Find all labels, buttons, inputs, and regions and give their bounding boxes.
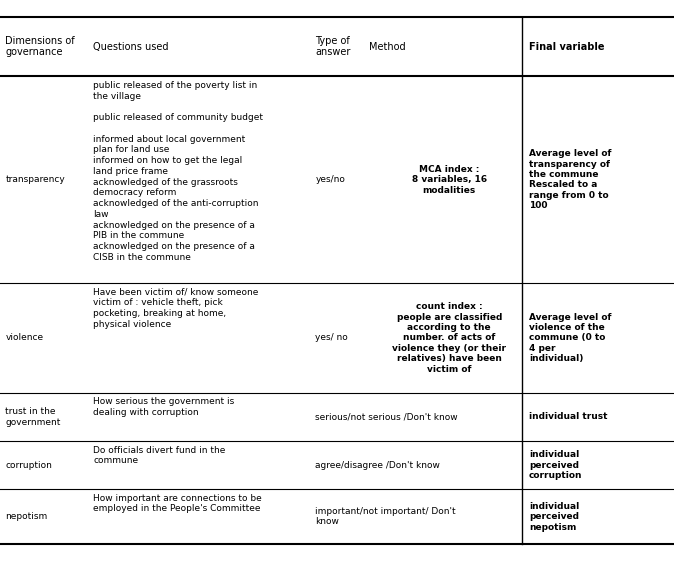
Text: important/not important/ Don't
know: important/not important/ Don't know [315,507,456,526]
Text: How serious the government is
dealing with corruption: How serious the government is dealing wi… [93,397,235,417]
Text: yes/no: yes/no [315,175,345,184]
Text: Have been victim of/ know someone
victim of : vehicle theft, pick
pocketing, bre: Have been victim of/ know someone victim… [93,287,258,329]
Text: nepotism: nepotism [5,512,48,521]
Text: Method: Method [369,42,406,52]
Text: yes/ no: yes/ no [315,333,348,342]
Text: individual
perceived
nepotism: individual perceived nepotism [529,502,580,532]
Text: serious/not serious /Don't know: serious/not serious /Don't know [315,412,458,421]
Text: violence: violence [5,333,44,342]
Text: Average level of
violence of the
commune (0 to
4 per
individual): Average level of violence of the commune… [529,312,611,364]
Text: individual
perceived
corruption: individual perceived corruption [529,450,582,480]
Text: Questions used: Questions used [93,42,168,52]
Text: count index :
people are classified
according to the
number. of acts of
violence: count index : people are classified acco… [392,302,506,374]
Text: Final variable: Final variable [529,42,605,52]
Text: trust in the
government: trust in the government [5,407,61,427]
Text: Do officials divert fund in the
commune: Do officials divert fund in the commune [93,445,225,465]
Text: transparency: transparency [5,175,65,184]
Text: MCA index :
8 variables, 16
modalities: MCA index : 8 variables, 16 modalities [412,165,487,195]
Text: agree/disagree /Don't know: agree/disagree /Don't know [315,461,440,470]
Text: How important are connections to be
employed in the People's Committee: How important are connections to be empl… [93,494,262,513]
Text: public released of the poverty list in
the village

public released of community: public released of the poverty list in t… [93,81,263,262]
Text: corruption: corruption [5,461,53,470]
Text: Average level of
transparency of
the commune
Rescaled to a
range from 0 to
100: Average level of transparency of the com… [529,149,611,210]
Text: individual trust: individual trust [529,412,607,421]
Text: Type of
answer: Type of answer [315,36,350,57]
Text: Dimensions of
governance: Dimensions of governance [5,36,75,57]
